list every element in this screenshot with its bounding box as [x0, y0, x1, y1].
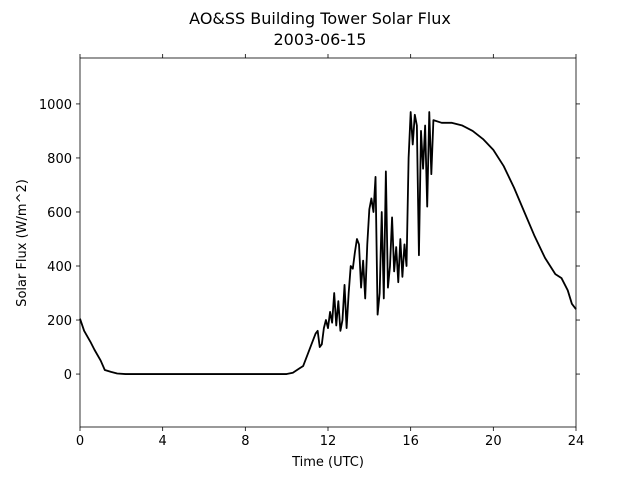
- chart-subtitle: 2003-06-15: [274, 30, 367, 49]
- x-tick-label: 0: [76, 434, 84, 449]
- x-tick-label: 24: [568, 434, 585, 449]
- y-tick-label: 600: [47, 206, 72, 221]
- x-tick-label: 20: [485, 434, 502, 449]
- y-tick-label: 800: [47, 152, 72, 167]
- x-tick-label: 8: [241, 434, 249, 449]
- x-tick-label: 12: [320, 434, 337, 449]
- data-line: [79, 111, 577, 375]
- chart-title: AO&SS Building Tower Solar Flux: [189, 9, 451, 28]
- y-axis-label: Solar Flux (W/m^2): [15, 179, 30, 307]
- plot-frame: [79, 57, 577, 428]
- y-tick-label: 0: [64, 368, 72, 383]
- x-tick-label: 4: [159, 434, 167, 449]
- x-axis-label: Time (UTC): [291, 455, 364, 470]
- y-tick-label: 400: [47, 260, 72, 275]
- y-tick-label: 200: [47, 314, 72, 329]
- y-tick-label: 1000: [39, 98, 72, 113]
- x-tick-label: 16: [402, 434, 419, 449]
